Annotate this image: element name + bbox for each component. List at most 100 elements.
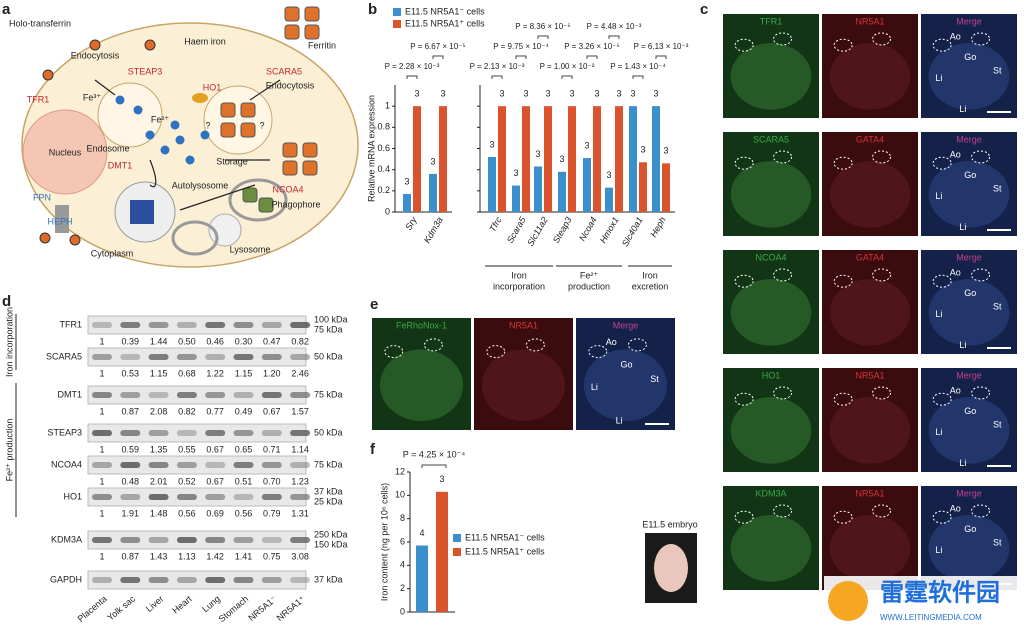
diagram-label: HEPH [47,216,72,226]
band [148,537,169,543]
band [233,354,254,360]
kda-marker: 50 kDa [314,351,343,361]
kda-marker: 37 kDa [314,574,343,584]
band [290,430,311,436]
n-label: 3 [545,89,550,99]
y-tick-label: 0 [385,206,390,216]
gonad-outline [773,268,793,282]
band-quant: 0.59 [122,444,140,454]
tissue [928,279,1010,346]
tissue-label: Go [964,288,976,298]
band-quant: 1.35 [150,444,168,454]
band [120,322,141,328]
tissue-label: Ao [950,385,961,395]
y-axis-label: Relative mRNA expression [366,95,376,202]
band-quant: 1.41 [235,551,253,561]
p-value: P = 2.28 × 10⁻³ [385,62,440,71]
band-quant: 0.67 [206,444,224,454]
diagram-label: HO1 [203,82,222,92]
diagram-label: Autolysosome [172,180,229,190]
bar [498,106,506,212]
band [176,322,197,328]
gonad-outline [734,510,754,524]
ferritin [240,122,256,138]
band [148,322,169,328]
channel-label: NR5A1 [855,16,884,26]
band [148,577,169,583]
bar [512,185,520,212]
x-tick-label: Sry [403,215,419,232]
channel-label: Merge [613,320,639,330]
panel-letter: f [370,441,376,458]
band [148,430,169,436]
tissue-label: Go [964,170,976,180]
gonad-outline [384,345,404,359]
band-quant: 0.52 [178,476,196,486]
p-value: P = 6.67 × 10⁻⁵ [410,42,465,51]
bar [439,106,447,212]
ferritin [282,142,298,158]
band [205,430,226,436]
band [92,494,112,500]
p-bracket [406,75,418,79]
band-quant: 1.23 [291,476,309,486]
tissue-label: Go [621,359,633,369]
band [148,354,169,360]
n-label: 3 [440,89,445,99]
band [261,322,282,328]
tissue [730,279,812,346]
band [92,354,112,360]
bar [416,545,428,612]
tissue-label: Li [959,340,966,350]
p-bracket [491,75,503,79]
transferrin [39,232,51,244]
band [261,537,282,543]
p-value: P = 6.13 × 10⁻³ [634,42,689,51]
lane-label: Lung [200,594,222,615]
bar [605,187,613,212]
channel-label: GATA4 [856,134,884,144]
group-label: Iron incorporation [4,307,14,377]
iron-ion [170,120,180,130]
legend-label: E11.5 NR5A1⁻ cells [405,6,485,16]
tissue [730,397,812,464]
x-tick-label: Hmox1 [598,215,621,245]
x-tick-label: Tfrc [487,215,504,234]
group-label: incorporation [493,281,545,291]
lane-label: Stomach [217,594,251,624]
n-label: 3 [640,145,645,155]
diagram-label: Holo-transferrin [9,18,71,28]
band [120,577,141,583]
band-quant: 2.46 [291,368,309,378]
channel-label: KDM3A [755,488,786,498]
transferrin [144,39,156,51]
band [176,577,197,583]
band [233,494,254,500]
band-quant: 0.77 [206,406,224,416]
gonad-outline [833,392,853,406]
iron-ion [200,130,210,140]
band-quant: 0.75 [263,551,281,561]
band [148,392,169,398]
band [92,430,112,436]
n-label: 3 [439,474,444,484]
diagram-label: STEAP3 [128,66,163,76]
panel-letter: e [370,296,378,313]
ferritin [284,24,300,40]
group-label: Fe²⁺ production [4,419,14,482]
legend-swatch [453,534,461,542]
band-quant: 0.50 [178,336,196,346]
legend-swatch [393,8,401,16]
kda-marker: 50 kDa [314,427,343,437]
band-quant: 0.56 [178,508,196,518]
y-tick-label: 0.4 [377,164,390,174]
watermark-logo [828,581,868,621]
band [290,577,311,583]
diagram-label: DMT1 [108,160,133,170]
band [261,354,282,360]
band [261,430,282,436]
gonad-outline [872,150,892,164]
kda-marker: 75 kDa [314,324,343,334]
lane-label: NR5A1⁻ [246,594,278,624]
gonad-outline [833,274,853,288]
